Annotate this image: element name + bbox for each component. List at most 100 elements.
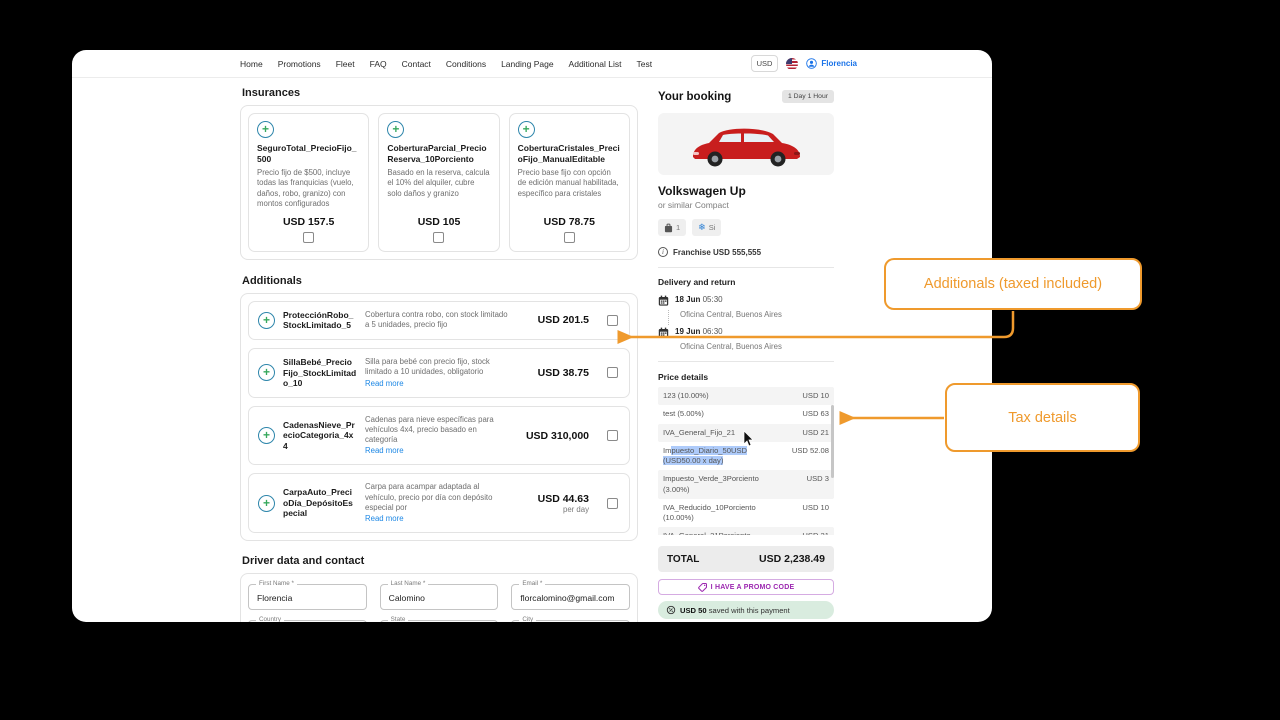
price-row: IVA_General_Fijo_21 USD 21 [658, 423, 834, 442]
additional-description: Cobertura contra robo, con stock limitad… [365, 310, 508, 330]
divider [658, 361, 834, 362]
add-additional-icon: + [258, 364, 275, 382]
nav-item-fleet[interactable]: Fleet [335, 58, 355, 69]
label-sub: (3.00%) [663, 484, 690, 494]
snowflake-icon: ❄ [698, 222, 706, 232]
insurances-section: + SeguroTotal_PrecioFijo_500 Precio fijo… [240, 105, 638, 260]
label-sub: (10.00%) [663, 513, 694, 522]
additional-name: SillaBebé_PrecioFijo_StockLimitado_10 [283, 357, 357, 389]
insurance-title: CoberturaCristales_PrecioFijo_ManualEdit… [517, 143, 620, 164]
selected-text-line2: (USD50.00 x day) [663, 456, 724, 465]
price-row-label: IVA_General_21Porciento(21.00%) [663, 531, 751, 535]
price-row-value: USD 10 [802, 502, 829, 512]
additionals-heading: Additionals [242, 274, 302, 287]
last-name-field[interactable]: Last Name * Calomino [379, 580, 499, 610]
duration-badge: 1 Day 1 Hour [781, 90, 834, 103]
state-label: State [387, 616, 409, 622]
pickup-stop: 18 Jun 05:30 [658, 295, 834, 306]
user-menu[interactable]: Florencia [806, 58, 857, 69]
luggage-badge: 1 [658, 219, 687, 236]
last-name-value: Calomino [388, 592, 425, 603]
price-row: 123 (10.00%) USD 10 [658, 387, 834, 406]
price-row-label: IVA_Reducido_10Porciento (10.00%) [663, 503, 756, 524]
nav-item-contact[interactable]: Contact [401, 58, 431, 69]
email-field[interactable]: Email * florcalomino@gmail.com [511, 580, 630, 610]
nav-item-additional-list[interactable]: Additional List [568, 58, 622, 69]
additional-checkbox[interactable] [607, 430, 618, 442]
per-day-label: per day [562, 504, 589, 514]
additional-description-text: Carpa para acampar adaptada al vehículo,… [365, 482, 493, 512]
city-select[interactable]: CityAlmagro▾ [511, 616, 630, 622]
additional-checkbox[interactable] [607, 314, 618, 326]
read-more-link[interactable]: Read more [365, 513, 404, 523]
price-row-value: USD 52.08 [791, 445, 829, 455]
label-prefix: Im [663, 445, 672, 455]
first-name-value: Florencia [257, 592, 293, 603]
additional-row: + CadenasNieve_PrecioCategoria_4x4 Caden… [248, 405, 630, 466]
driver-data-heading: Driver data and contact [242, 554, 365, 567]
car-illustration-icon [693, 128, 800, 167]
calendar-icon [658, 295, 669, 306]
car-image [658, 113, 834, 175]
price-row: IVA_Reducido_10Porciento (10.00%) USD 10 [658, 499, 834, 528]
pickup-date: 18 Jun [675, 295, 701, 304]
state-select[interactable]: StateCiudad Autónoma de ...▾ [379, 616, 499, 622]
additional-checkbox[interactable] [607, 497, 618, 509]
car-similar-text: or similar Compact [658, 200, 729, 210]
price-row: IVA_General_21Porciento(21.00%) USD 21 [658, 527, 834, 535]
nav-item-faq[interactable]: FAQ [369, 58, 387, 69]
additional-name: CarpaAuto_PrecioDía_DepósitoEspecial [283, 487, 353, 519]
additionals-section: + ProtecciónRobo_StockLimitado_5 Cobertu… [240, 292, 638, 541]
nav-item-promotions[interactable]: Promotions [277, 58, 321, 69]
booking-title: Your booking [658, 90, 732, 103]
add-insurance-icon: + [517, 121, 535, 138]
first-name-field[interactable]: First Name * Florencia [248, 580, 367, 610]
luggage-count: 1 [676, 223, 681, 232]
additional-description: Cadenas para nieve específicas para vehí… [365, 415, 511, 457]
main-content-column: Insurances + SeguroTotal_PrecioFijo_500 … [240, 78, 638, 622]
booking-page: Home Promotions Fleet FAQ Contact Condit… [72, 50, 992, 622]
read-more-link[interactable]: Read more [365, 378, 404, 388]
promo-code-button[interactable]: I HAVE A PROMO CODE [658, 579, 834, 595]
nav-item-conditions[interactable]: Conditions [445, 58, 487, 69]
additional-price: USD 44.63 per day [519, 493, 589, 514]
read-more-link[interactable]: Read more [365, 446, 404, 456]
nav-item-home[interactable]: Home [240, 58, 263, 69]
additional-price-value: USD 44.63 [537, 492, 589, 505]
nav-item-test[interactable]: Test [636, 58, 653, 69]
currency-selector[interactable]: USD [750, 55, 779, 72]
insurance-checkbox[interactable] [433, 231, 445, 243]
dropoff-time: 06:30 [702, 327, 723, 336]
luggage-icon [664, 223, 673, 232]
nav-item-landing-page[interactable]: Landing Page [501, 58, 554, 69]
insurance-price: USD 157.5 [282, 215, 335, 228]
price-row-label: Impuesto_Diario_50USD (USD50.00 x day) [663, 445, 747, 467]
divider [658, 267, 834, 268]
discount-icon [666, 605, 676, 615]
additional-checkbox[interactable] [607, 367, 618, 379]
top-navbar: Home Promotions Fleet FAQ Contact Condit… [72, 50, 992, 78]
insurance-title: SeguroTotal_PrecioFijo_500 [257, 143, 357, 164]
price-row-value: USD 21 [802, 427, 829, 437]
country-select[interactable]: CountryArgentina▾ [248, 616, 367, 622]
language-flag-icon[interactable] [786, 57, 799, 70]
label-text: IVA_General_21Porciento [663, 531, 751, 535]
insurance-checkbox[interactable] [563, 231, 575, 243]
additional-description-text: Cadenas para nieve específicas para vehí… [365, 414, 494, 445]
saved-amount: USD 50 [680, 605, 707, 615]
dropoff-location: Oficina Central, Buenos Aires [680, 342, 782, 351]
dropoff-stop: 19 Jun 06:30 [658, 327, 834, 338]
price-row: test (5.00%) USD 63 [658, 405, 834, 423]
insurances-heading: Insurances [242, 87, 301, 99]
promo-code-label: I HAVE A PROMO CODE [710, 583, 795, 591]
price-row-label: test (5.00%) [663, 409, 704, 419]
driver-form-section: First Name * Florencia Last Name * Calomin… [240, 572, 638, 622]
email-label: Email * [519, 580, 546, 588]
franchise-row: i Franchise USD 555,555 [658, 247, 834, 257]
user-name: Florencia [821, 59, 857, 68]
insurance-description: Basado en la reserva, calcula el 10% del… [387, 168, 490, 198]
calendar-icon [658, 327, 669, 338]
price-list-scrollbar[interactable] [831, 405, 834, 478]
insurance-checkbox[interactable] [303, 231, 315, 243]
price-row-value: USD 21 [802, 531, 829, 535]
